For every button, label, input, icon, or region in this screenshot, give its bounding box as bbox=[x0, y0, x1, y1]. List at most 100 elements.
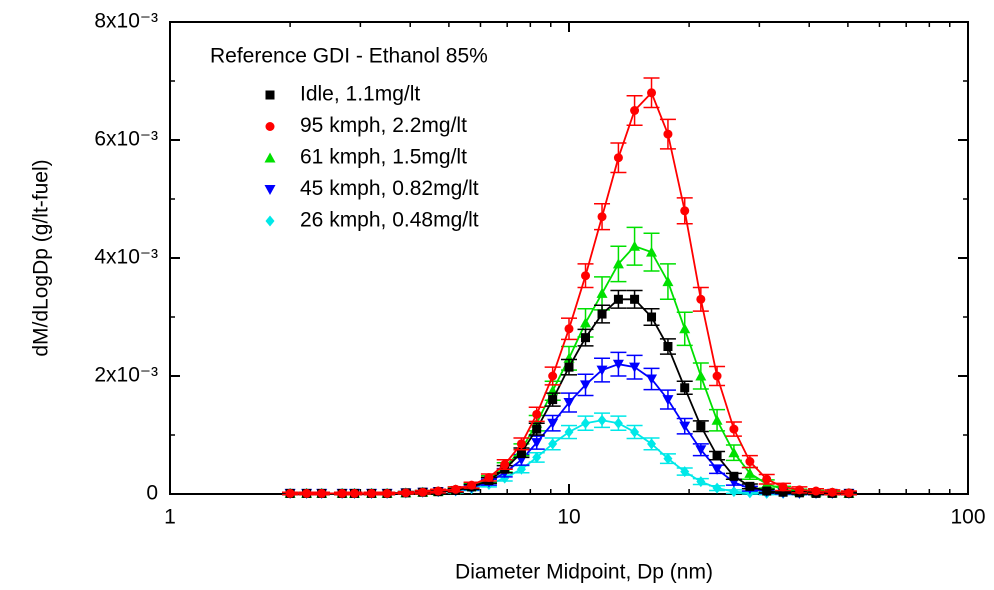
legend-label: 95 kmph, 2.2mg/lt bbox=[300, 114, 467, 137]
legend-marker bbox=[265, 215, 275, 227]
data-point bbox=[744, 467, 756, 478]
data-point bbox=[696, 294, 706, 304]
x-tick-label: 10 bbox=[557, 506, 580, 529]
y-tick-label: 6x10⁻³ bbox=[94, 128, 158, 151]
data-point bbox=[612, 258, 624, 269]
data-point bbox=[696, 476, 706, 488]
legend-label: 61 kmph, 1.5mg/lt bbox=[300, 146, 467, 169]
data-point bbox=[563, 398, 575, 409]
data-point bbox=[762, 486, 772, 496]
data-point bbox=[500, 460, 510, 469]
data-point bbox=[451, 484, 461, 494]
data-point bbox=[548, 371, 558, 381]
x-axis-label: Diameter Midpoint, Dp (nm) bbox=[455, 561, 713, 584]
data-point bbox=[418, 487, 428, 497]
data-point bbox=[564, 426, 574, 438]
legend-marker bbox=[265, 90, 275, 100]
data-point bbox=[646, 246, 658, 257]
data-point bbox=[596, 365, 608, 376]
data-point bbox=[548, 438, 558, 450]
data-point bbox=[613, 294, 623, 304]
data-point bbox=[629, 240, 641, 251]
data-point bbox=[547, 418, 559, 429]
data-point bbox=[613, 153, 623, 163]
data-point bbox=[711, 464, 723, 475]
data-point bbox=[663, 453, 673, 465]
data-point bbox=[712, 451, 722, 461]
data-point bbox=[729, 471, 739, 481]
data-point bbox=[532, 424, 542, 434]
data-point bbox=[581, 271, 591, 281]
data-point bbox=[531, 438, 543, 449]
data-point bbox=[728, 447, 740, 458]
legend-label: Idle, 1.1mg/lt bbox=[300, 83, 420, 106]
legend-marker bbox=[264, 185, 276, 195]
data-point bbox=[630, 426, 640, 438]
data-point bbox=[745, 457, 755, 467]
data-point bbox=[597, 212, 607, 222]
legend-title: Reference GDI - Ethanol 85% bbox=[210, 45, 488, 68]
data-point bbox=[695, 370, 707, 381]
data-point bbox=[532, 451, 542, 463]
data-point bbox=[778, 487, 788, 497]
data-point bbox=[581, 333, 591, 343]
data-point bbox=[596, 287, 608, 298]
data-point bbox=[581, 417, 591, 429]
data-point bbox=[564, 362, 574, 372]
data-point bbox=[827, 487, 837, 497]
data-point bbox=[662, 276, 674, 287]
data-point bbox=[646, 374, 658, 385]
data-point bbox=[811, 486, 821, 496]
data-point bbox=[349, 488, 359, 498]
data-point bbox=[762, 474, 772, 484]
data-point bbox=[516, 439, 526, 449]
data-point bbox=[695, 445, 707, 456]
data-point bbox=[729, 486, 739, 498]
data-point bbox=[564, 324, 574, 334]
y-axis-label: dM/dLogDp (g/lt-fuel) bbox=[30, 159, 53, 356]
data-point bbox=[516, 448, 526, 458]
data-point bbox=[778, 482, 788, 492]
data-point bbox=[548, 395, 558, 405]
data-point bbox=[712, 482, 722, 494]
legend-label: 45 kmph, 0.82mg/lt bbox=[300, 177, 479, 200]
data-point bbox=[302, 488, 312, 498]
data-point bbox=[401, 488, 411, 498]
data-point bbox=[680, 466, 690, 478]
data-point bbox=[630, 294, 640, 304]
data-point bbox=[630, 106, 640, 115]
data-point bbox=[663, 129, 673, 139]
data-point bbox=[580, 380, 592, 391]
data-point bbox=[317, 488, 327, 498]
data-point bbox=[647, 438, 657, 450]
legend-label: 26 kmph, 0.48mg/lt bbox=[300, 209, 479, 232]
data-point bbox=[680, 206, 690, 216]
data-point bbox=[532, 409, 542, 419]
data-point bbox=[613, 417, 623, 429]
data-point bbox=[696, 421, 706, 431]
data-point bbox=[647, 88, 657, 98]
data-point bbox=[663, 342, 673, 351]
y-tick-label: 2x10⁻³ bbox=[94, 364, 158, 387]
data-point bbox=[745, 481, 755, 491]
data-point bbox=[580, 317, 592, 328]
data-point bbox=[382, 488, 392, 498]
data-point bbox=[679, 323, 691, 334]
data-point bbox=[597, 309, 607, 319]
data-point bbox=[563, 352, 575, 363]
x-tick-label: 1 bbox=[164, 506, 176, 529]
data-point bbox=[484, 472, 494, 482]
data-point bbox=[285, 488, 295, 498]
data-point bbox=[794, 485, 804, 495]
data-point bbox=[647, 312, 657, 322]
legend-marker bbox=[265, 122, 275, 131]
data-point bbox=[597, 414, 607, 426]
data-point bbox=[337, 488, 347, 498]
data-point bbox=[680, 383, 690, 393]
data-point bbox=[712, 371, 722, 381]
data-point bbox=[516, 463, 526, 475]
data-point bbox=[844, 488, 854, 498]
data-point bbox=[612, 359, 624, 370]
legend-marker bbox=[264, 152, 276, 163]
